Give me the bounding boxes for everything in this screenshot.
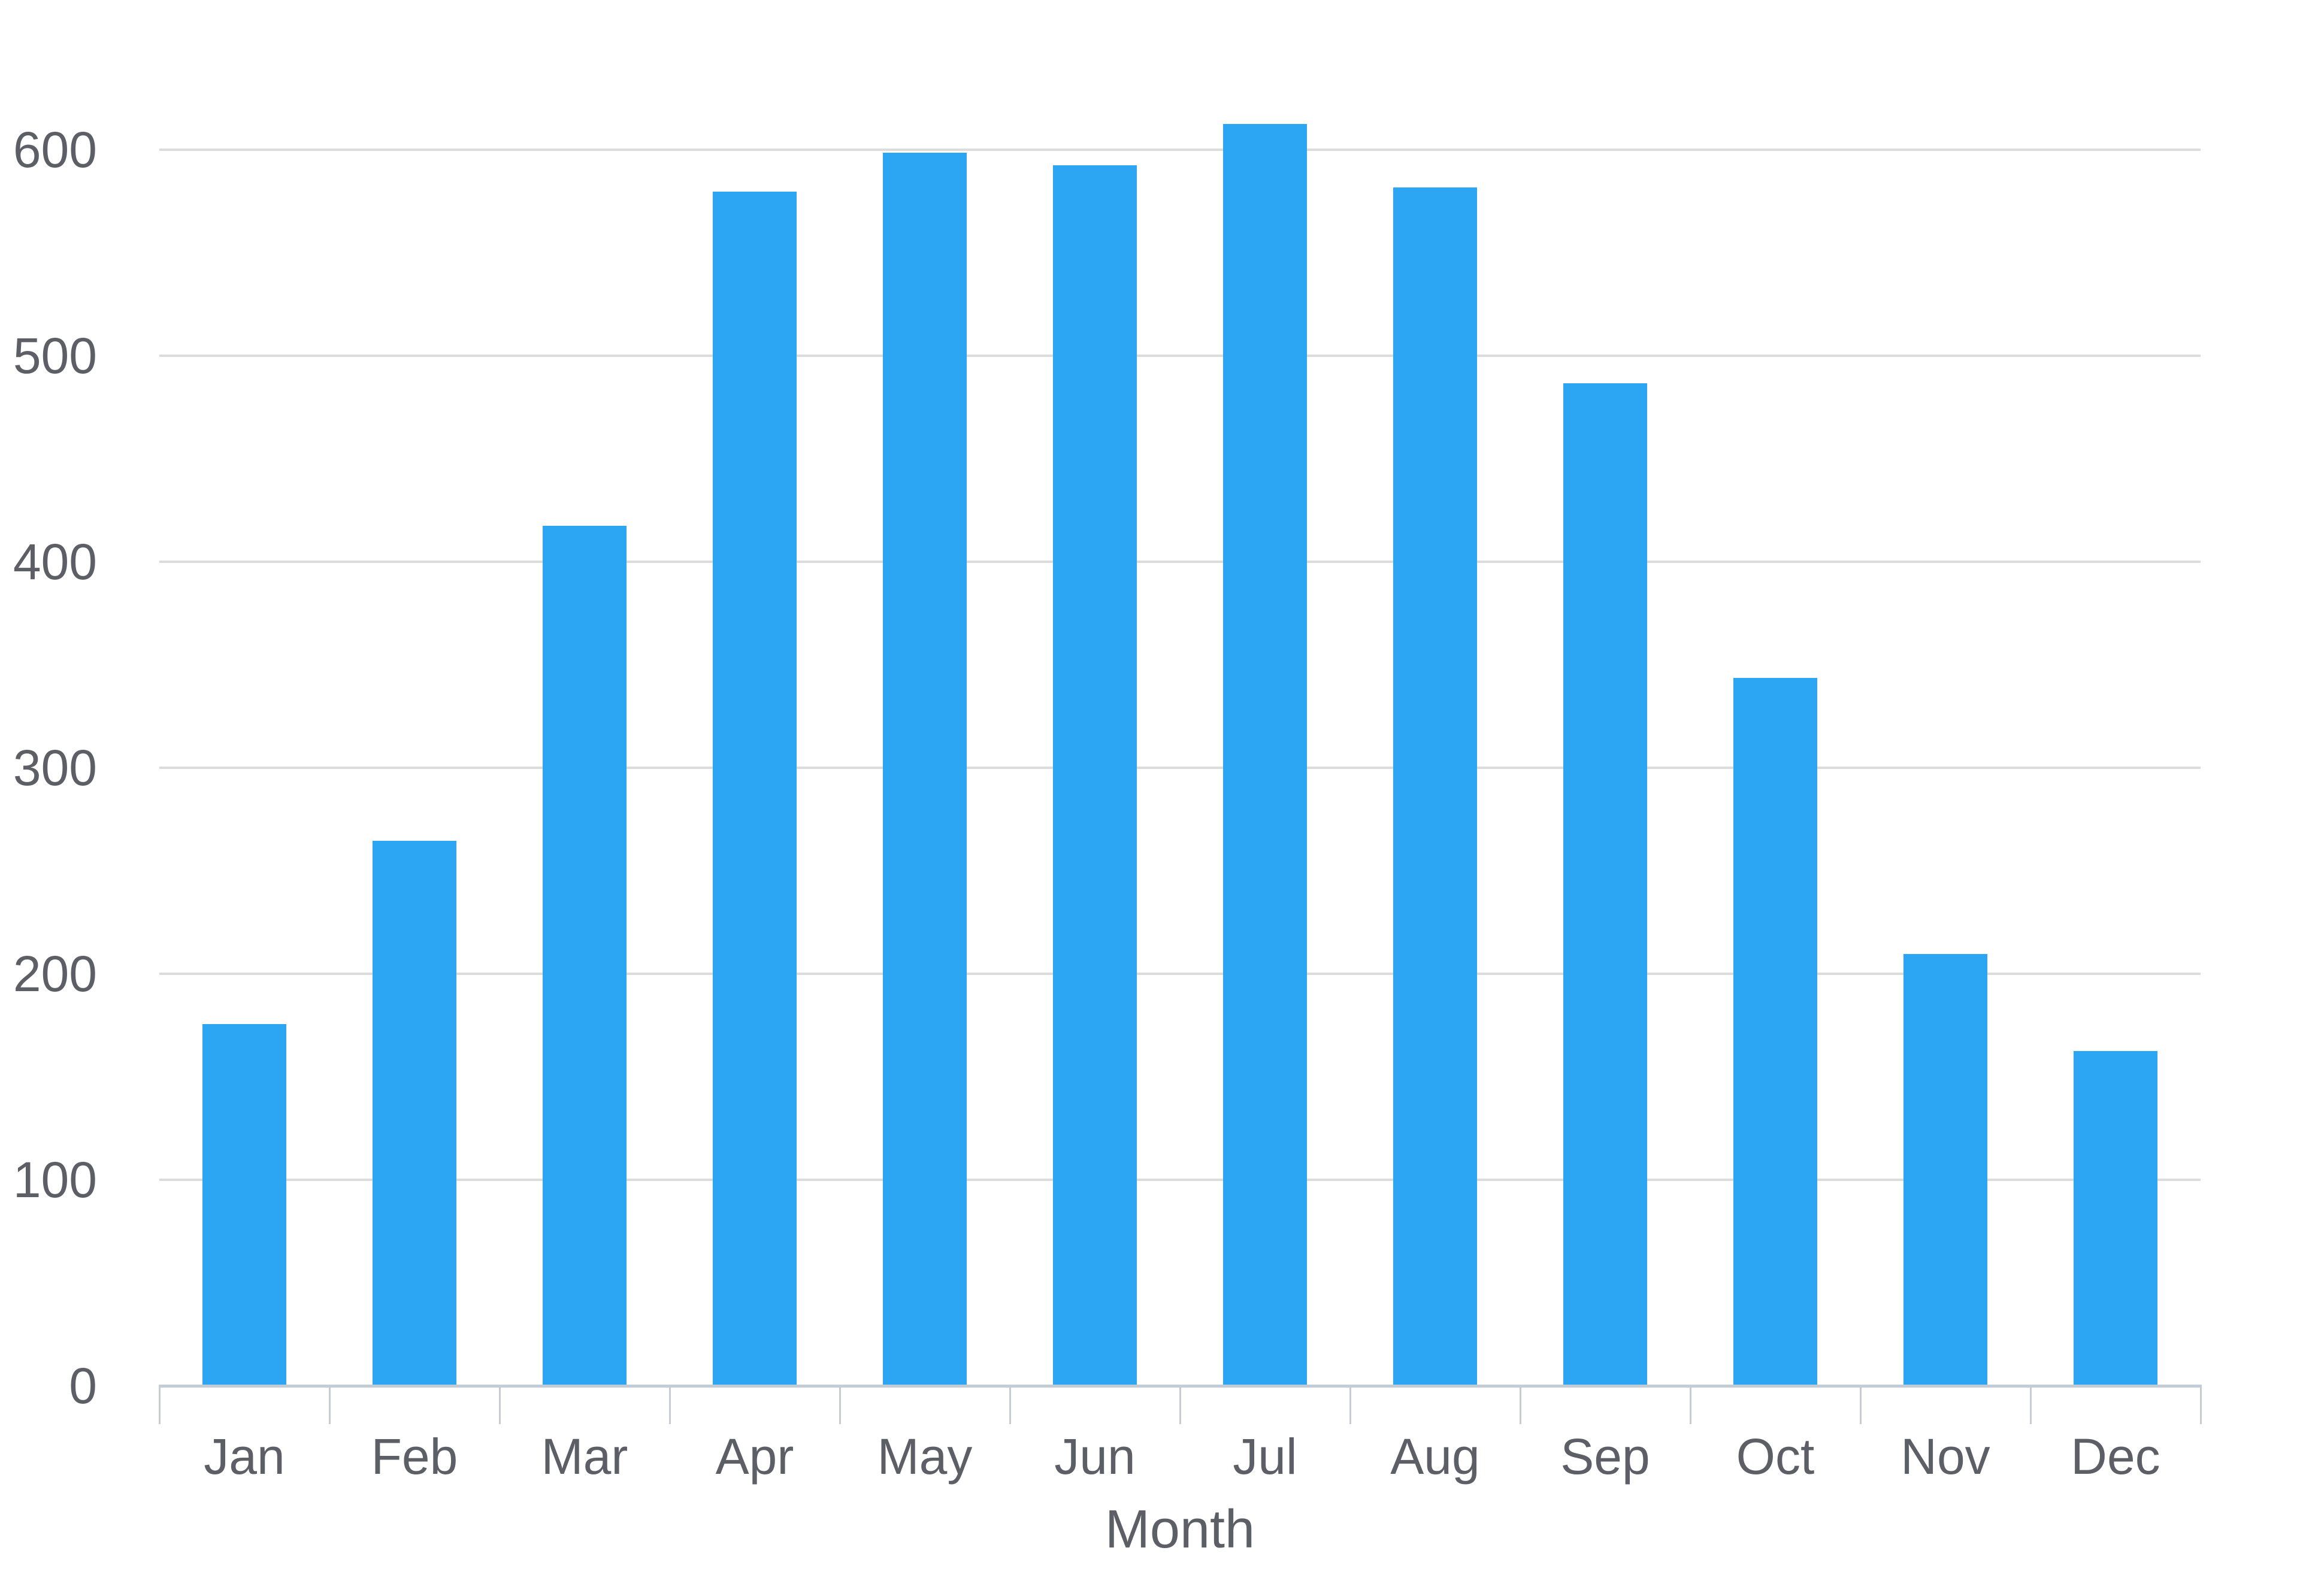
bar-feb[interactable]	[373, 840, 456, 1385]
bar-oct[interactable]	[1733, 678, 1817, 1385]
x-axis-tick-label: Nov	[1900, 1428, 1990, 1485]
x-axis-tick-mark	[1690, 1385, 1691, 1424]
y-axis-tick-label: 400	[13, 534, 97, 590]
bar-nov[interactable]	[1903, 954, 1987, 1385]
x-axis-tick-label: Aug	[1390, 1428, 1480, 1485]
gridline-y-200	[159, 973, 2201, 975]
bar-dec[interactable]	[2074, 1050, 2157, 1385]
x-axis-tick-label: Jan	[204, 1428, 285, 1485]
gridline-y-600	[159, 149, 2201, 151]
x-axis-tick-mark	[1860, 1385, 1862, 1424]
x-axis-tick-mark	[2200, 1385, 2202, 1424]
x-axis-tick-mark	[329, 1385, 331, 1424]
y-axis-tick-label: 0	[69, 1358, 97, 1414]
gridline-y-400	[159, 561, 2201, 563]
x-axis-tick-mark	[1349, 1385, 1351, 1424]
bar-jul[interactable]	[1223, 123, 1307, 1385]
x-axis-tick-label: Oct	[1736, 1428, 1815, 1485]
x-axis-title: Month	[1104, 1500, 1255, 1559]
gridline-y-300	[159, 767, 2201, 769]
y-axis-tick-label: 600	[13, 122, 97, 178]
gridline-y-500	[159, 355, 2201, 357]
x-axis-tick-label: Apr	[715, 1428, 794, 1485]
y-axis-tick-label: 100	[13, 1152, 97, 1208]
x-axis-tick-label: Mar	[541, 1428, 628, 1485]
bar-mar[interactable]	[543, 525, 627, 1385]
bar-jun[interactable]	[1053, 165, 1137, 1385]
x-axis-tick-mark	[1009, 1385, 1011, 1424]
x-axis-tick-label: Feb	[371, 1428, 458, 1485]
y-axis-tick-label: 500	[13, 328, 97, 384]
y-axis-tick-label: 300	[13, 740, 97, 796]
x-axis-tick-mark	[1520, 1385, 1521, 1424]
y-axis-tick-label: 200	[13, 946, 97, 1002]
x-axis-tick-label: Sep	[1560, 1428, 1650, 1485]
bar-sep[interactable]	[1563, 383, 1647, 1385]
x-axis-tick-mark	[2030, 1385, 2032, 1424]
x-axis-tick-label: Dec	[2071, 1428, 2160, 1485]
x-axis-tick-mark	[839, 1385, 841, 1424]
x-axis-tick-label: May	[877, 1428, 973, 1485]
x-axis-tick-mark	[159, 1385, 161, 1424]
x-axis-tick-label: Jun	[1054, 1428, 1136, 1485]
gridline-y-100	[159, 1179, 2201, 1181]
x-axis-tick-mark	[1179, 1385, 1181, 1424]
x-axis-tick-mark	[499, 1385, 501, 1424]
bar-aug[interactable]	[1393, 187, 1477, 1385]
bar-apr[interactable]	[713, 192, 797, 1385]
bar-jan[interactable]	[202, 1024, 286, 1385]
bar-may[interactable]	[883, 152, 967, 1385]
x-axis-tick-mark	[669, 1385, 671, 1424]
x-axis-tick-label: Jul	[1233, 1428, 1297, 1485]
